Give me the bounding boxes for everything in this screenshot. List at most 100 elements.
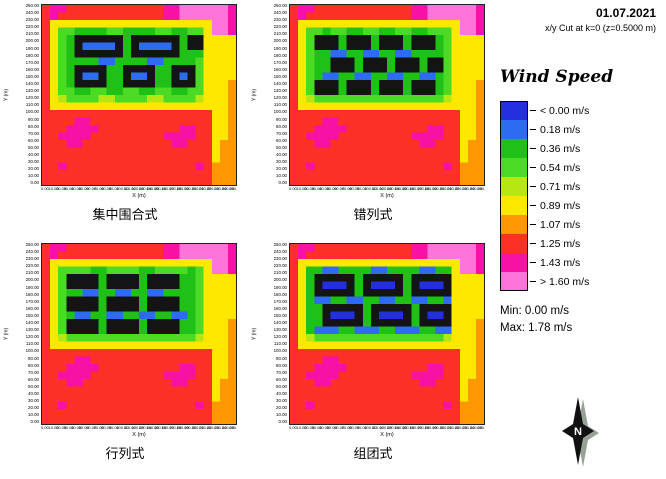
- y-tick-label: 70.00: [276, 369, 287, 375]
- panel-caption: 组团式: [353, 446, 393, 461]
- x-tick-label: 130.00: [386, 425, 400, 430]
- y-tick-label: 230.00: [273, 256, 287, 262]
- x-tick-label: 50.00: [326, 186, 337, 191]
- y-tick-label: 150.00: [25, 73, 39, 79]
- x-axis-ticks: 0.00 10.00 20.00 30.00 40.00 50.00 60.00 70.00 8…: [289, 186, 485, 192]
- y-tick-label: 100.00: [273, 109, 287, 115]
- legend-entry-label: 0.89 m/s: [540, 199, 581, 212]
- y-tick-label: 60.00: [276, 137, 287, 143]
- x-tick-label: 180.00: [424, 425, 437, 430]
- x-tick-label: 110.00: [123, 186, 136, 191]
- y-tick-label: 140.00: [25, 320, 39, 326]
- x-tick-label: 30.00: [63, 425, 74, 430]
- x-tick-label: 210.00: [447, 425, 460, 430]
- legend-color-swatch: [500, 253, 528, 272]
- y-tick-label: 180.00: [25, 291, 39, 297]
- x-tick-label: 150.00: [153, 425, 167, 430]
- legend-entry-label: 0.36 m/s: [540, 142, 581, 155]
- x-tick-label: 230.00: [462, 425, 475, 430]
- y-tick-label: 200.00: [273, 277, 287, 283]
- x-tick-label: 90.00: [356, 425, 367, 430]
- x-tick-label: 10.00: [296, 186, 307, 191]
- y-tick-label: 250.00: [25, 242, 39, 247]
- y-tick-label: 170.00: [25, 298, 39, 304]
- x-tick-label: 90.00: [356, 186, 367, 191]
- x-axis-title: X (m): [380, 193, 394, 199]
- y-tick-label: 180.00: [273, 291, 287, 297]
- y-tick-label: 80.00: [276, 123, 287, 129]
- legend-entry-label: 1.43 m/s: [540, 256, 581, 269]
- x-tick-label: 130.00: [138, 425, 152, 430]
- x-tick-label: 30.00: [311, 425, 322, 430]
- y-tick-label: 30.00: [276, 159, 287, 165]
- x-tick-label: 120.00: [131, 186, 144, 191]
- x-tick-label: 220.00: [454, 425, 467, 430]
- y-tick-label: 230.00: [273, 17, 287, 23]
- x-tick-label: 230.00: [214, 186, 227, 191]
- y-tick-label: 130.00: [273, 327, 287, 333]
- y-tick-label: 110.00: [25, 102, 39, 108]
- legend-entry: 0.18 m/s: [500, 120, 656, 139]
- y-tick-label: 40.00: [276, 151, 287, 157]
- x-tick-label: 100.00: [364, 425, 377, 430]
- x-tick-label: 160.00: [161, 186, 174, 191]
- legend-entry-label: 0.18 m/s: [540, 123, 581, 136]
- x-tick-label: 100.00: [364, 186, 377, 191]
- x-tick-label: 210.00: [199, 186, 212, 191]
- y-tick-label: 210.00: [273, 270, 287, 276]
- y-tick-label: 0.00: [30, 419, 39, 425]
- x-axis-ticks: 0.00 10.00 20.00 30.00 40.00 50.00 60.00 70.00 8…: [289, 425, 485, 431]
- legend-title: Wind Speed: [500, 67, 614, 87]
- y-axis-title: Y (m): [3, 327, 10, 341]
- x-tick-label: 30.00: [311, 186, 322, 191]
- y-tick-label: 10.00: [28, 173, 39, 179]
- y-tick-label: 0.00: [278, 180, 287, 186]
- y-tick-label: 30.00: [276, 398, 287, 404]
- legend-entry-label: 1.25 m/s: [540, 237, 581, 250]
- compass-star: [562, 397, 594, 465]
- y-tick-label: 200.00: [273, 38, 287, 44]
- x-axis-ticks: 0.00 10.00 20.00 30.00 40.00 50.00 60.00 70.00 8…: [41, 425, 237, 431]
- x-tick-label: 160.00: [161, 425, 174, 430]
- y-tick-label: 20.00: [276, 405, 287, 411]
- x-tick-label: 10.00: [296, 425, 307, 430]
- x-tick-label: 190.00: [184, 186, 197, 191]
- legend-color-swatch: [500, 215, 528, 234]
- x-tick-label: 60.00: [334, 425, 345, 430]
- y-tick-label: 190.00: [273, 284, 287, 290]
- heatmap-panels-grid: Y (m) 250.00 240.00 230.00 220.00 210.00 200.…: [3, 3, 485, 461]
- x-tick-label: 240.00: [221, 186, 234, 191]
- x-tick-label: 220.00: [206, 186, 219, 191]
- x-axis-ticks: 0.00 10.00 20.00 30.00 40.00 50.00 60.00 70.00 8…: [41, 186, 237, 192]
- y-tick-label: 200.00: [25, 38, 39, 44]
- y-tick-label: 210.00: [273, 31, 287, 37]
- legend-color-scale: < 0.00 m/s 0.18 m/s 0.36 m/s 0.54 m/s 0.71 m…: [500, 101, 656, 291]
- y-tick-label: 10.00: [276, 412, 287, 418]
- y-tick-label: 70.00: [28, 130, 39, 136]
- y-tick-label: 140.00: [273, 320, 287, 326]
- y-tick-label: 60.00: [28, 137, 39, 143]
- y-axis-title: Y (m): [251, 88, 258, 102]
- y-tick-label: 80.00: [276, 362, 287, 368]
- y-tick-label: 110.00: [273, 102, 287, 108]
- y-tick-label: 100.00: [25, 109, 39, 115]
- y-tick-label: 170.00: [273, 298, 287, 304]
- legend-tick: [530, 186, 536, 187]
- x-axis-title: X (m): [380, 432, 394, 438]
- x-tick-label: 20.00: [304, 425, 315, 430]
- y-tick-label: 20.00: [276, 166, 287, 172]
- y-tick-label: 40.00: [276, 390, 287, 396]
- x-tick-label: 190.00: [432, 186, 445, 191]
- x-tick-label: 170.00: [169, 425, 182, 430]
- legend-color-swatch: [500, 101, 528, 120]
- legend-tick: [530, 224, 536, 225]
- x-tick-label: 80.00: [101, 425, 112, 430]
- y-tick-label: 180.00: [25, 52, 39, 58]
- y-tick-label: 90.00: [28, 355, 39, 361]
- x-tick-label: 220.00: [454, 186, 467, 191]
- y-tick-label: 140.00: [25, 81, 39, 87]
- x-tick-label: 80.00: [101, 186, 112, 191]
- y-tick-label: 240.00: [25, 249, 39, 255]
- wind-speed-heatmap: [41, 243, 237, 425]
- y-axis-ticks: 250.00 240.00 230.00 220.00 210.00 200.00 190.…: [11, 3, 41, 186]
